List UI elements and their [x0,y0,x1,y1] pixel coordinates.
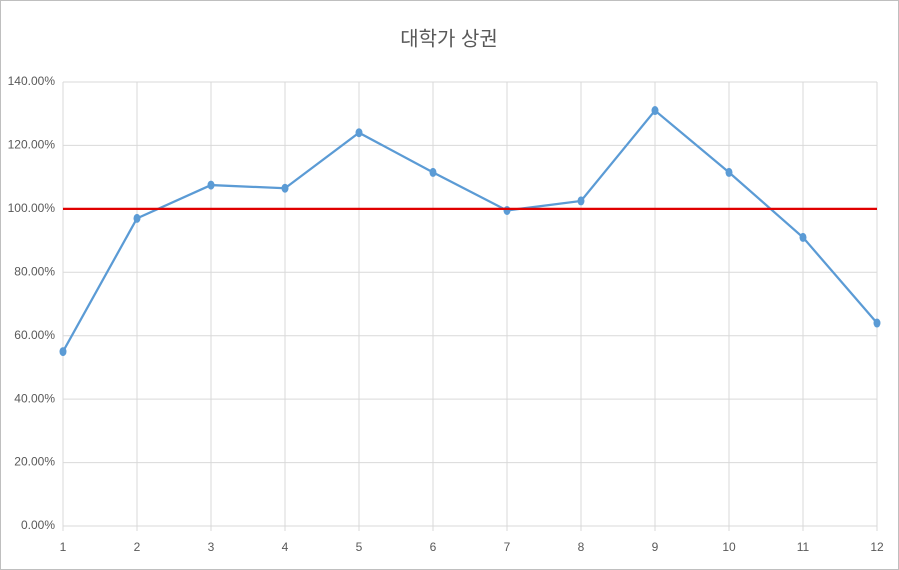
y-tick-label: 20.00% [14,455,55,469]
y-tick-label: 40.00% [14,391,55,405]
x-tick-label: 10 [722,540,736,554]
x-tick-label: 9 [652,540,659,554]
x-tick-label: 5 [356,540,363,554]
y-tick-label: 100.00% [8,201,56,215]
x-tick-label: 7 [504,540,511,554]
data-point [651,106,659,116]
x-tick-label: 2 [134,540,141,554]
data-point [503,205,511,215]
data-point [429,167,437,177]
x-tick-label: 12 [870,540,884,554]
x-tick-label: 4 [282,540,289,554]
y-tick-label: 80.00% [14,264,55,278]
x-tick-label: 8 [578,540,585,554]
data-point [355,128,363,138]
series-line [62,108,878,353]
data-point [207,180,215,190]
data-point [799,232,807,242]
x-tick-label: 6 [430,540,437,554]
data-point [725,167,733,177]
x-tick-label: 11 [797,540,810,554]
data-point [133,213,141,223]
data-point [281,183,289,193]
x-tick-label: 3 [208,540,215,554]
data-point [873,318,881,328]
y-tick-label: 120.00% [8,138,56,152]
y-tick-label: 140.00% [8,74,56,88]
y-tick-label: 0.00% [21,518,55,532]
data-point [59,347,67,357]
data-point [577,196,585,206]
x-tick-label: 1 [60,540,67,554]
chart-title: 대학가 상권 [400,27,498,50]
y-tick-label: 60.00% [14,328,55,342]
